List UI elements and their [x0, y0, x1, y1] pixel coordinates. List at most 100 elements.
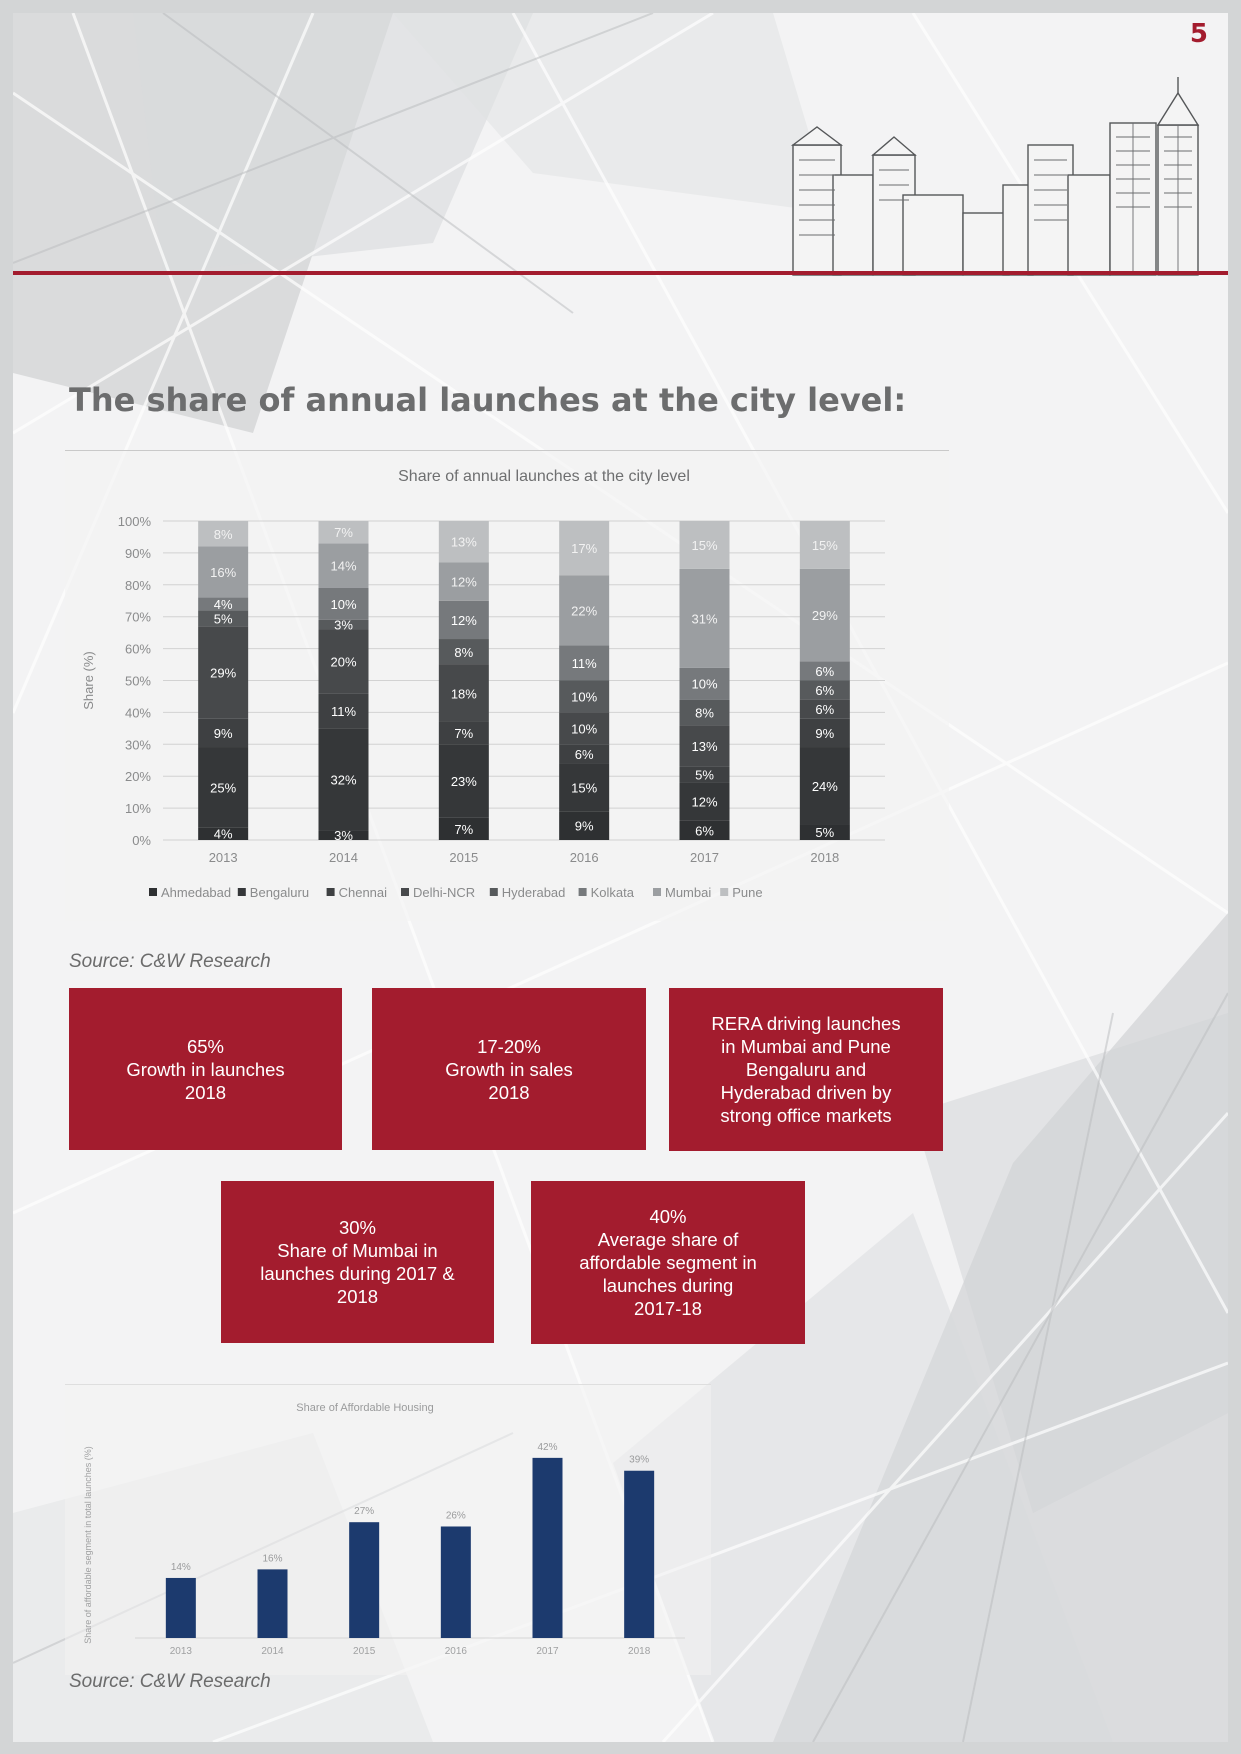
- data-label: 10%: [571, 689, 597, 704]
- data-label: 7%: [454, 726, 473, 741]
- bar-segment: [799, 568, 850, 662]
- bar-segment: [438, 521, 489, 563]
- data-label: 9%: [815, 726, 834, 741]
- bar-segment: [318, 629, 369, 694]
- city-skyline-sketch: [790, 77, 1200, 276]
- highlight-text: launches during 2017 &: [260, 1263, 455, 1284]
- highlight-text: affordable segment in: [579, 1252, 757, 1273]
- bar: [532, 1457, 563, 1638]
- bar-segment: [198, 827, 249, 840]
- data-label: 22%: [571, 603, 597, 618]
- legend-label: Ahmedabad: [161, 885, 231, 900]
- bar-segment: [559, 763, 610, 812]
- data-label: 27%: [354, 1506, 374, 1517]
- data-label: 6%: [575, 747, 594, 762]
- bar-segment: [559, 811, 610, 840]
- data-label: 17%: [571, 541, 597, 556]
- bar-segment: [438, 721, 489, 745]
- data-label: 16%: [210, 565, 236, 580]
- bar: [349, 1522, 380, 1638]
- bar-segment: [438, 639, 489, 665]
- data-label: 18%: [451, 686, 477, 701]
- bar: [257, 1569, 288, 1638]
- data-label: 7%: [334, 525, 353, 540]
- data-label: 13%: [451, 535, 477, 550]
- bar-chart: Share of Affordable Housing Share of affo…: [83, 1402, 685, 1657]
- chart-title: Share of annual launches at the city lev…: [398, 468, 690, 485]
- data-label: 31%: [691, 611, 717, 626]
- data-label: 9%: [575, 819, 594, 834]
- y-tick-label: 20%: [125, 769, 151, 784]
- data-label: 14%: [171, 1562, 191, 1573]
- x-tick-label: 2013: [209, 850, 238, 865]
- highlight-text: 2018: [336, 1286, 379, 1307]
- data-label: 8%: [454, 645, 473, 660]
- data-label: 29%: [210, 666, 236, 681]
- bar-segment: [438, 817, 489, 840]
- legend-label: Delhi-NCR: [413, 885, 475, 900]
- data-label: 10%: [330, 597, 356, 612]
- highlight-text: Growth in launches: [126, 1058, 285, 1080]
- data-label: 24%: [812, 779, 838, 794]
- data-label: 39%: [629, 1455, 649, 1466]
- stacked-bar-chart: Share of annual launches at the city lev…: [81, 468, 885, 900]
- header-divider: [13, 271, 1228, 275]
- bar-segment: [198, 610, 249, 627]
- bar-segment: [679, 568, 730, 668]
- y-tick-label: 10%: [125, 801, 151, 816]
- highlight-text: Growth in sales: [445, 1058, 573, 1080]
- legend-label: Kolkata: [591, 885, 635, 900]
- legend-label: Hyderabad: [502, 885, 566, 900]
- legend-swatch: [237, 888, 246, 896]
- highlight-text: RERA driving launches: [711, 1013, 901, 1034]
- legend-label: Mumbai: [665, 885, 711, 900]
- x-tick-label: 2018: [810, 850, 839, 865]
- x-tick-label: 2016: [570, 850, 599, 865]
- highlight-box-launch-growth: 65% Growth in launches 2018: [69, 988, 342, 1150]
- chart-title: Share of Affordable Housing: [296, 1402, 433, 1414]
- y-tick-label: 80%: [125, 578, 151, 593]
- highlight-text: Hyderabad driven by: [720, 1082, 892, 1103]
- y-tick-label: 90%: [125, 546, 151, 561]
- x-tick-label: 2014: [329, 850, 358, 865]
- x-tick-label: 2015: [449, 850, 478, 865]
- bar-segment: [679, 667, 730, 700]
- bar-segment: [559, 744, 610, 764]
- bar-segment: [679, 820, 730, 840]
- bar-segment: [318, 693, 369, 729]
- highlight-value: 17-20%: [477, 1035, 541, 1057]
- y-tick-label: 100%: [118, 514, 152, 529]
- page-number: 5: [1189, 19, 1208, 49]
- bar-segment: [799, 680, 850, 700]
- x-tick-label: 2014: [261, 1646, 284, 1657]
- highlight-text: 2018: [488, 1081, 530, 1103]
- highlight-text: Share of Mumbai in: [277, 1240, 438, 1261]
- data-label: 6%: [815, 664, 834, 679]
- bar-segment: [198, 597, 249, 611]
- y-tick-label: 30%: [125, 737, 151, 752]
- bar-segment: [198, 521, 249, 547]
- data-label: 7%: [454, 822, 473, 837]
- data-label: 15%: [691, 538, 717, 553]
- data-label: 13%: [691, 739, 717, 754]
- data-label: 10%: [691, 677, 717, 692]
- legend-swatch: [653, 888, 661, 896]
- bar-segment: [799, 661, 850, 681]
- y-tick-label: 70%: [125, 610, 151, 625]
- highlight-value: 65%: [186, 1035, 225, 1057]
- highlight-box-rera: RERA driving launches in Mumbai and Pune…: [669, 988, 943, 1151]
- data-label: 16%: [262, 1553, 282, 1564]
- highlight-text: Average share of: [597, 1229, 739, 1250]
- highlight-value: 40%: [649, 1206, 687, 1227]
- x-tick-label: 2018: [628, 1646, 651, 1657]
- legend-swatch: [149, 888, 157, 896]
- bar-segment: [198, 546, 249, 598]
- data-label: 12%: [691, 795, 717, 810]
- bar: [165, 1577, 196, 1638]
- x-tick-label: 2017: [690, 850, 719, 865]
- y-tick-label: 60%: [125, 642, 151, 657]
- data-label: 5%: [695, 768, 714, 783]
- data-label: 12%: [451, 613, 477, 628]
- highlight-text: 2018: [184, 1081, 227, 1103]
- data-label: 10%: [571, 721, 597, 736]
